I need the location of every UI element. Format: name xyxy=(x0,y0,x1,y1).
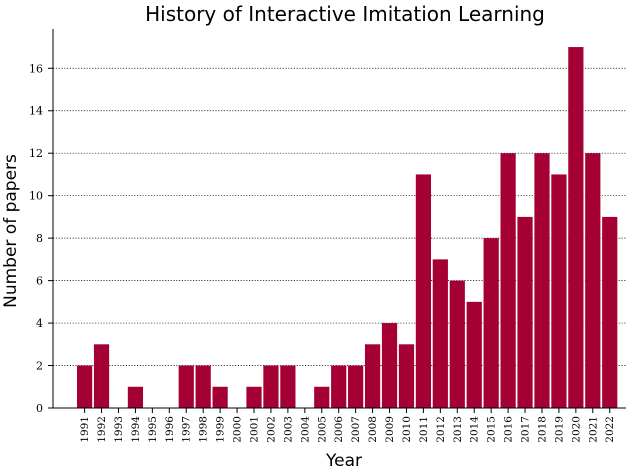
bar-2003 xyxy=(280,365,296,408)
x-tick-label: 1993 xyxy=(113,416,125,443)
x-tick-label: 2013 xyxy=(452,416,464,443)
y-tick-label: 8 xyxy=(36,232,43,245)
bar-2019 xyxy=(551,174,567,408)
x-tick-label: 2017 xyxy=(520,416,532,443)
y-tick-label: 0 xyxy=(36,402,43,415)
bar-2020 xyxy=(568,47,584,409)
x-tick-label: 1996 xyxy=(164,416,176,443)
bar-2006 xyxy=(331,365,347,408)
y-tick-label: 14 xyxy=(29,105,43,118)
x-tick-label: 2004 xyxy=(299,416,311,443)
bars xyxy=(77,47,618,409)
x-tick-label: 2016 xyxy=(503,416,515,443)
bar-2008 xyxy=(364,344,381,408)
x-tick-label: 2003 xyxy=(282,416,294,443)
x-tick-label: 2015 xyxy=(486,416,498,443)
bar-1997 xyxy=(178,365,194,408)
x-tick-label: 1998 xyxy=(198,416,210,443)
bar-2011 xyxy=(415,174,431,408)
bar-2017 xyxy=(517,216,533,408)
x-tick-label: 2009 xyxy=(384,416,396,443)
x-tick-label: 1992 xyxy=(96,416,108,443)
bar-2022 xyxy=(602,216,618,408)
bar-2015 xyxy=(483,238,499,408)
bar-2016 xyxy=(500,153,516,408)
x-tick-label: 2000 xyxy=(232,416,244,443)
bar-2001 xyxy=(246,386,262,408)
bar-1999 xyxy=(212,386,228,408)
x-tick-label: 1999 xyxy=(215,416,227,443)
bar-1991 xyxy=(77,365,93,408)
bar-2002 xyxy=(263,365,279,408)
x-tick-label: 2002 xyxy=(265,416,277,443)
x-tick-label: 2012 xyxy=(435,416,447,443)
bar-2007 xyxy=(348,365,364,408)
x-tick-label: 2018 xyxy=(536,416,548,443)
y-tick-label: 6 xyxy=(36,275,43,288)
x-tick-label: 2005 xyxy=(316,416,328,443)
bar-1994 xyxy=(127,386,144,408)
bar-2021 xyxy=(585,153,601,408)
x-tick-label: 2008 xyxy=(367,416,379,443)
bar-1998 xyxy=(195,365,211,408)
bar-2013 xyxy=(449,280,465,408)
y-tick-label: 10 xyxy=(29,190,43,203)
x-tick-label: 1997 xyxy=(181,416,193,443)
bar-2010 xyxy=(398,344,415,408)
bar-2018 xyxy=(534,153,550,408)
y-tick-label: 4 xyxy=(36,317,43,330)
x-tick-label: 2011 xyxy=(418,416,430,443)
bar-1992 xyxy=(93,344,110,408)
x-tick-label: 2007 xyxy=(350,416,362,443)
x-tick-label: 1995 xyxy=(147,416,159,443)
y-ticks: 0 2 4 6 8 10 12 14 16 xyxy=(29,62,53,415)
x-tick-label: 2022 xyxy=(604,416,616,443)
x-tick-label: 2020 xyxy=(570,416,582,443)
x-tick-label: 2019 xyxy=(553,416,565,443)
y-tick-label: 12 xyxy=(29,147,43,160)
chart-title: History of Interactive Imitation Learnin… xyxy=(145,2,545,26)
x-tick-label: 2006 xyxy=(333,416,345,443)
y-tick-label: 2 xyxy=(36,360,43,373)
x-tick-label: 2001 xyxy=(249,416,261,443)
gridlines xyxy=(53,67,626,366)
x-tick-label: 1994 xyxy=(130,416,142,443)
x-ticks: 1991 1992 1993 1994 1995 1996 1997 1998 1999 2000… xyxy=(79,408,616,443)
bar-2009 xyxy=(381,323,398,408)
x-axis-label: Year xyxy=(325,451,362,469)
y-axis-label: Number of papers xyxy=(1,154,21,308)
bar-2012 xyxy=(432,259,448,408)
x-tick-label: 2010 xyxy=(401,416,413,443)
x-tick-label: 2014 xyxy=(469,416,481,443)
x-tick-label: 1991 xyxy=(79,416,91,443)
bar-2005 xyxy=(314,386,330,408)
y-tick-label: 16 xyxy=(29,62,43,75)
axes xyxy=(52,29,626,409)
x-tick-label: 2021 xyxy=(587,416,599,443)
bar-2014 xyxy=(466,301,482,408)
